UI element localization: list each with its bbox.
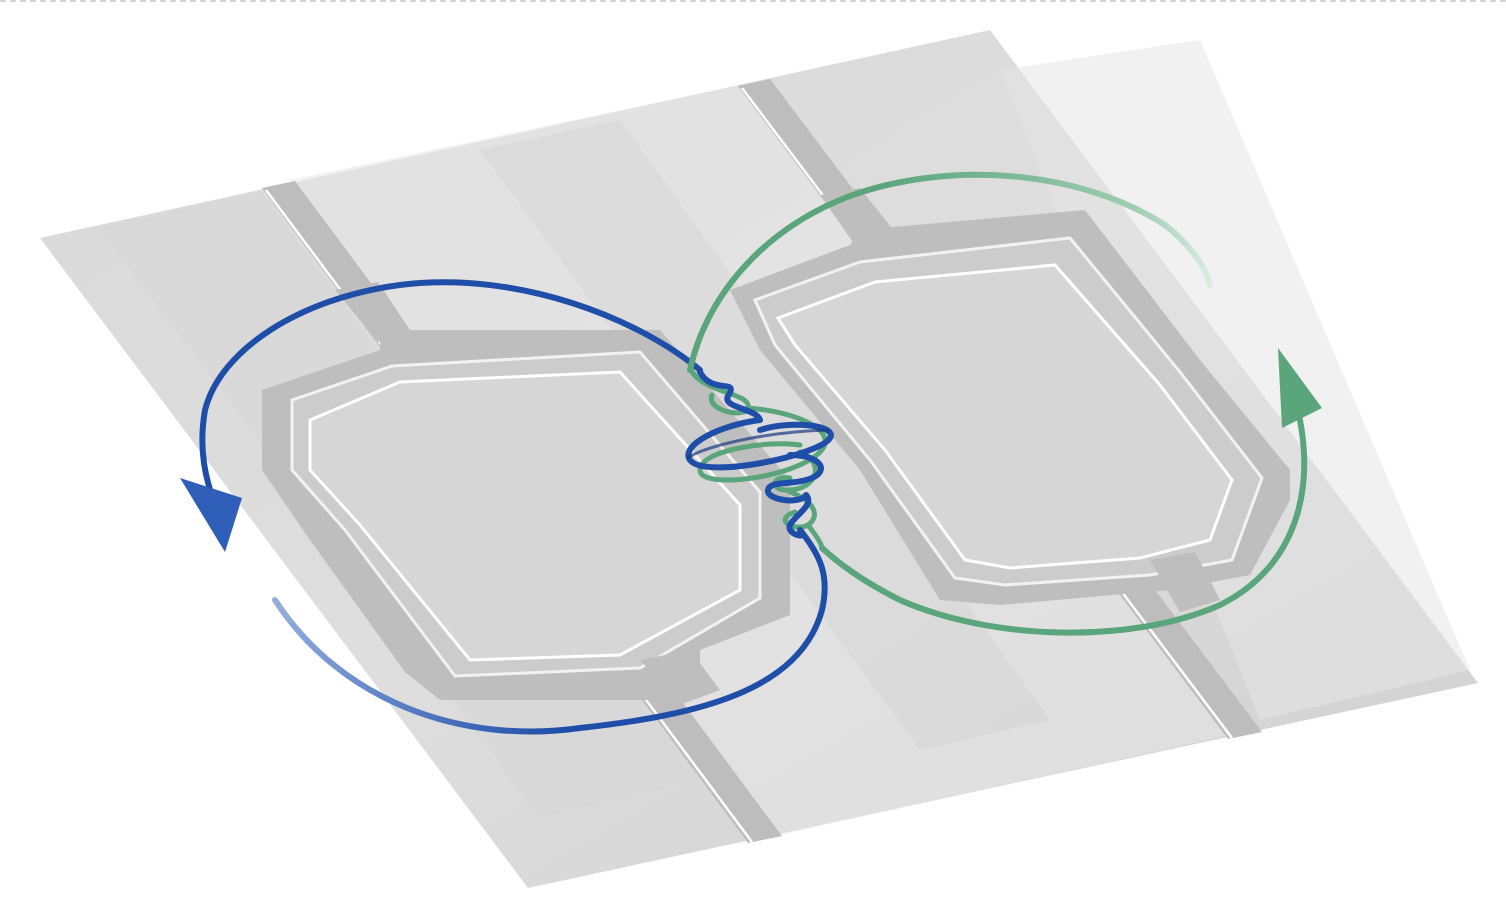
diagram-stage	[0, 0, 1506, 914]
coupled-loops-diagram	[0, 0, 1506, 914]
